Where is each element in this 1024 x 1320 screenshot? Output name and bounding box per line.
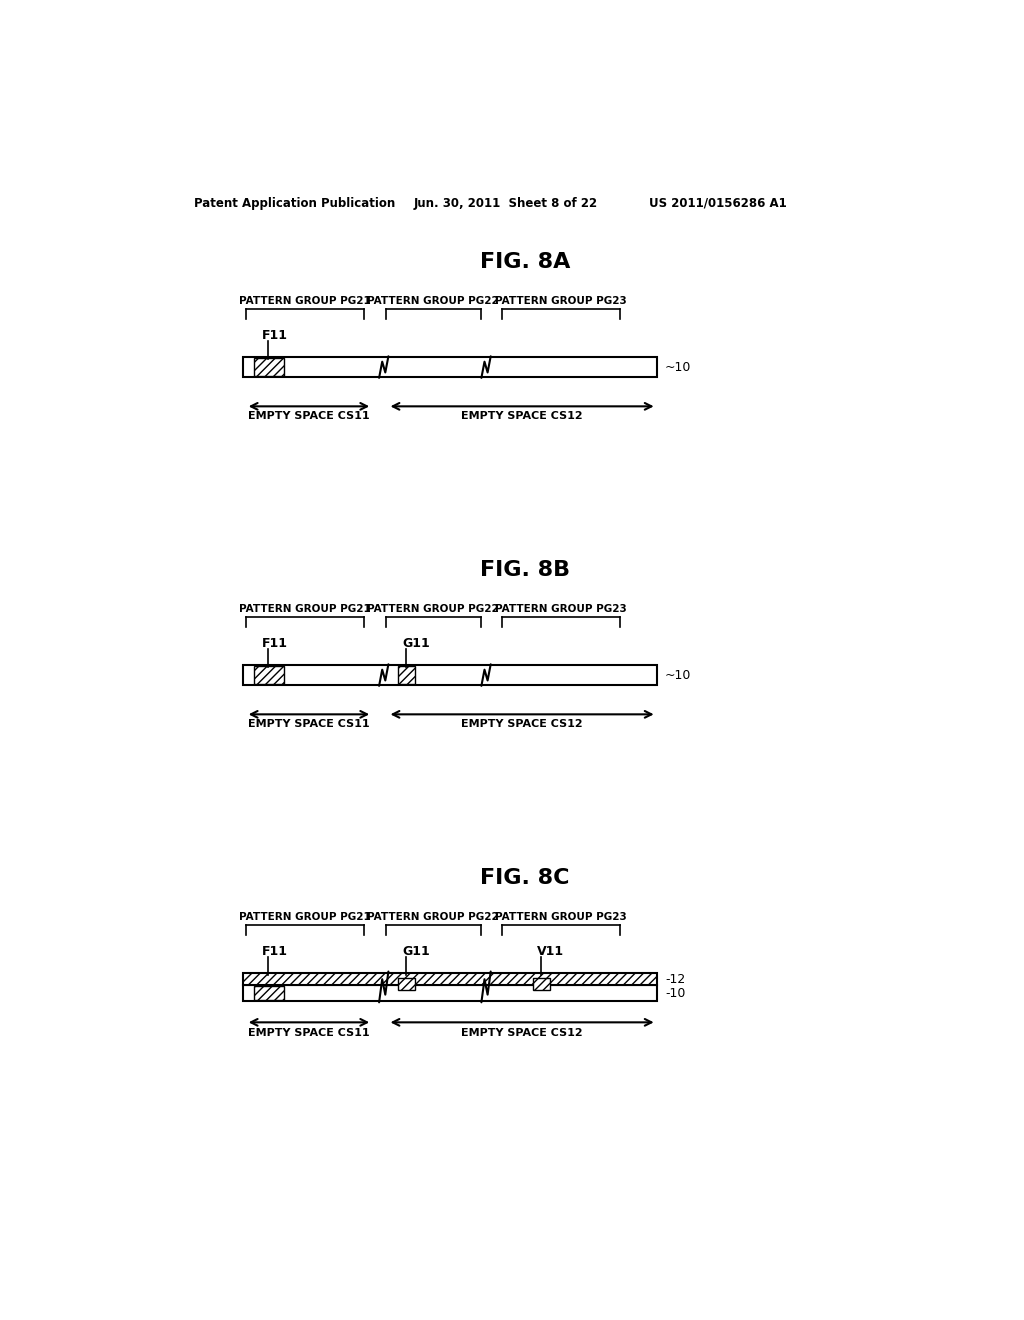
Text: -12: -12 — [666, 973, 686, 986]
Text: PATTERN GROUP PG22: PATTERN GROUP PG22 — [368, 605, 500, 614]
Bar — [243, 358, 656, 378]
Text: PATTERN GROUP PG22: PATTERN GROUP PG22 — [368, 296, 500, 306]
Text: FIG. 8B: FIG. 8B — [479, 561, 570, 581]
Bar — [254, 665, 284, 684]
Bar — [397, 978, 415, 990]
Text: G11: G11 — [402, 638, 430, 649]
Text: FIG. 8C: FIG. 8C — [480, 869, 569, 888]
Text: Jun. 30, 2011  Sheet 8 of 22: Jun. 30, 2011 Sheet 8 of 22 — [414, 197, 597, 210]
Text: PATTERN GROUP PG21: PATTERN GROUP PG21 — [240, 605, 371, 614]
Bar — [243, 973, 656, 985]
Text: F11: F11 — [262, 638, 288, 649]
Text: EMPTY SPACE CS11: EMPTY SPACE CS11 — [248, 1028, 370, 1038]
Text: EMPTY SPACE CS12: EMPTY SPACE CS12 — [461, 719, 583, 730]
Bar — [254, 986, 284, 1001]
Text: G11: G11 — [402, 945, 430, 958]
Text: PATTERN GROUP PG22: PATTERN GROUP PG22 — [368, 912, 500, 923]
Text: EMPTY SPACE CS12: EMPTY SPACE CS12 — [461, 1028, 583, 1038]
Bar — [243, 665, 656, 685]
Text: PATTERN GROUP PG23: PATTERN GROUP PG23 — [495, 296, 627, 306]
Bar — [254, 358, 284, 376]
Text: PATTERN GROUP PG21: PATTERN GROUP PG21 — [240, 296, 371, 306]
Text: Patent Application Publication: Patent Application Publication — [194, 197, 395, 210]
Text: PATTERN GROUP PG23: PATTERN GROUP PG23 — [495, 912, 627, 923]
Text: EMPTY SPACE CS11: EMPTY SPACE CS11 — [248, 412, 370, 421]
Text: F11: F11 — [262, 945, 288, 958]
Text: PATTERN GROUP PG23: PATTERN GROUP PG23 — [495, 605, 627, 614]
Text: ~10: ~10 — [665, 668, 690, 681]
Text: EMPTY SPACE CS12: EMPTY SPACE CS12 — [461, 412, 583, 421]
Text: F11: F11 — [262, 329, 288, 342]
Bar — [532, 978, 550, 990]
Text: PATTERN GROUP PG21: PATTERN GROUP PG21 — [240, 912, 371, 923]
Text: FIG. 8A: FIG. 8A — [479, 252, 570, 272]
Text: EMPTY SPACE CS11: EMPTY SPACE CS11 — [248, 719, 370, 730]
Bar — [243, 985, 656, 1001]
Text: US 2011/0156286 A1: US 2011/0156286 A1 — [649, 197, 786, 210]
Text: V11: V11 — [538, 945, 564, 958]
Text: -10: -10 — [666, 986, 686, 999]
Text: ~10: ~10 — [665, 360, 690, 374]
Bar — [397, 665, 415, 684]
